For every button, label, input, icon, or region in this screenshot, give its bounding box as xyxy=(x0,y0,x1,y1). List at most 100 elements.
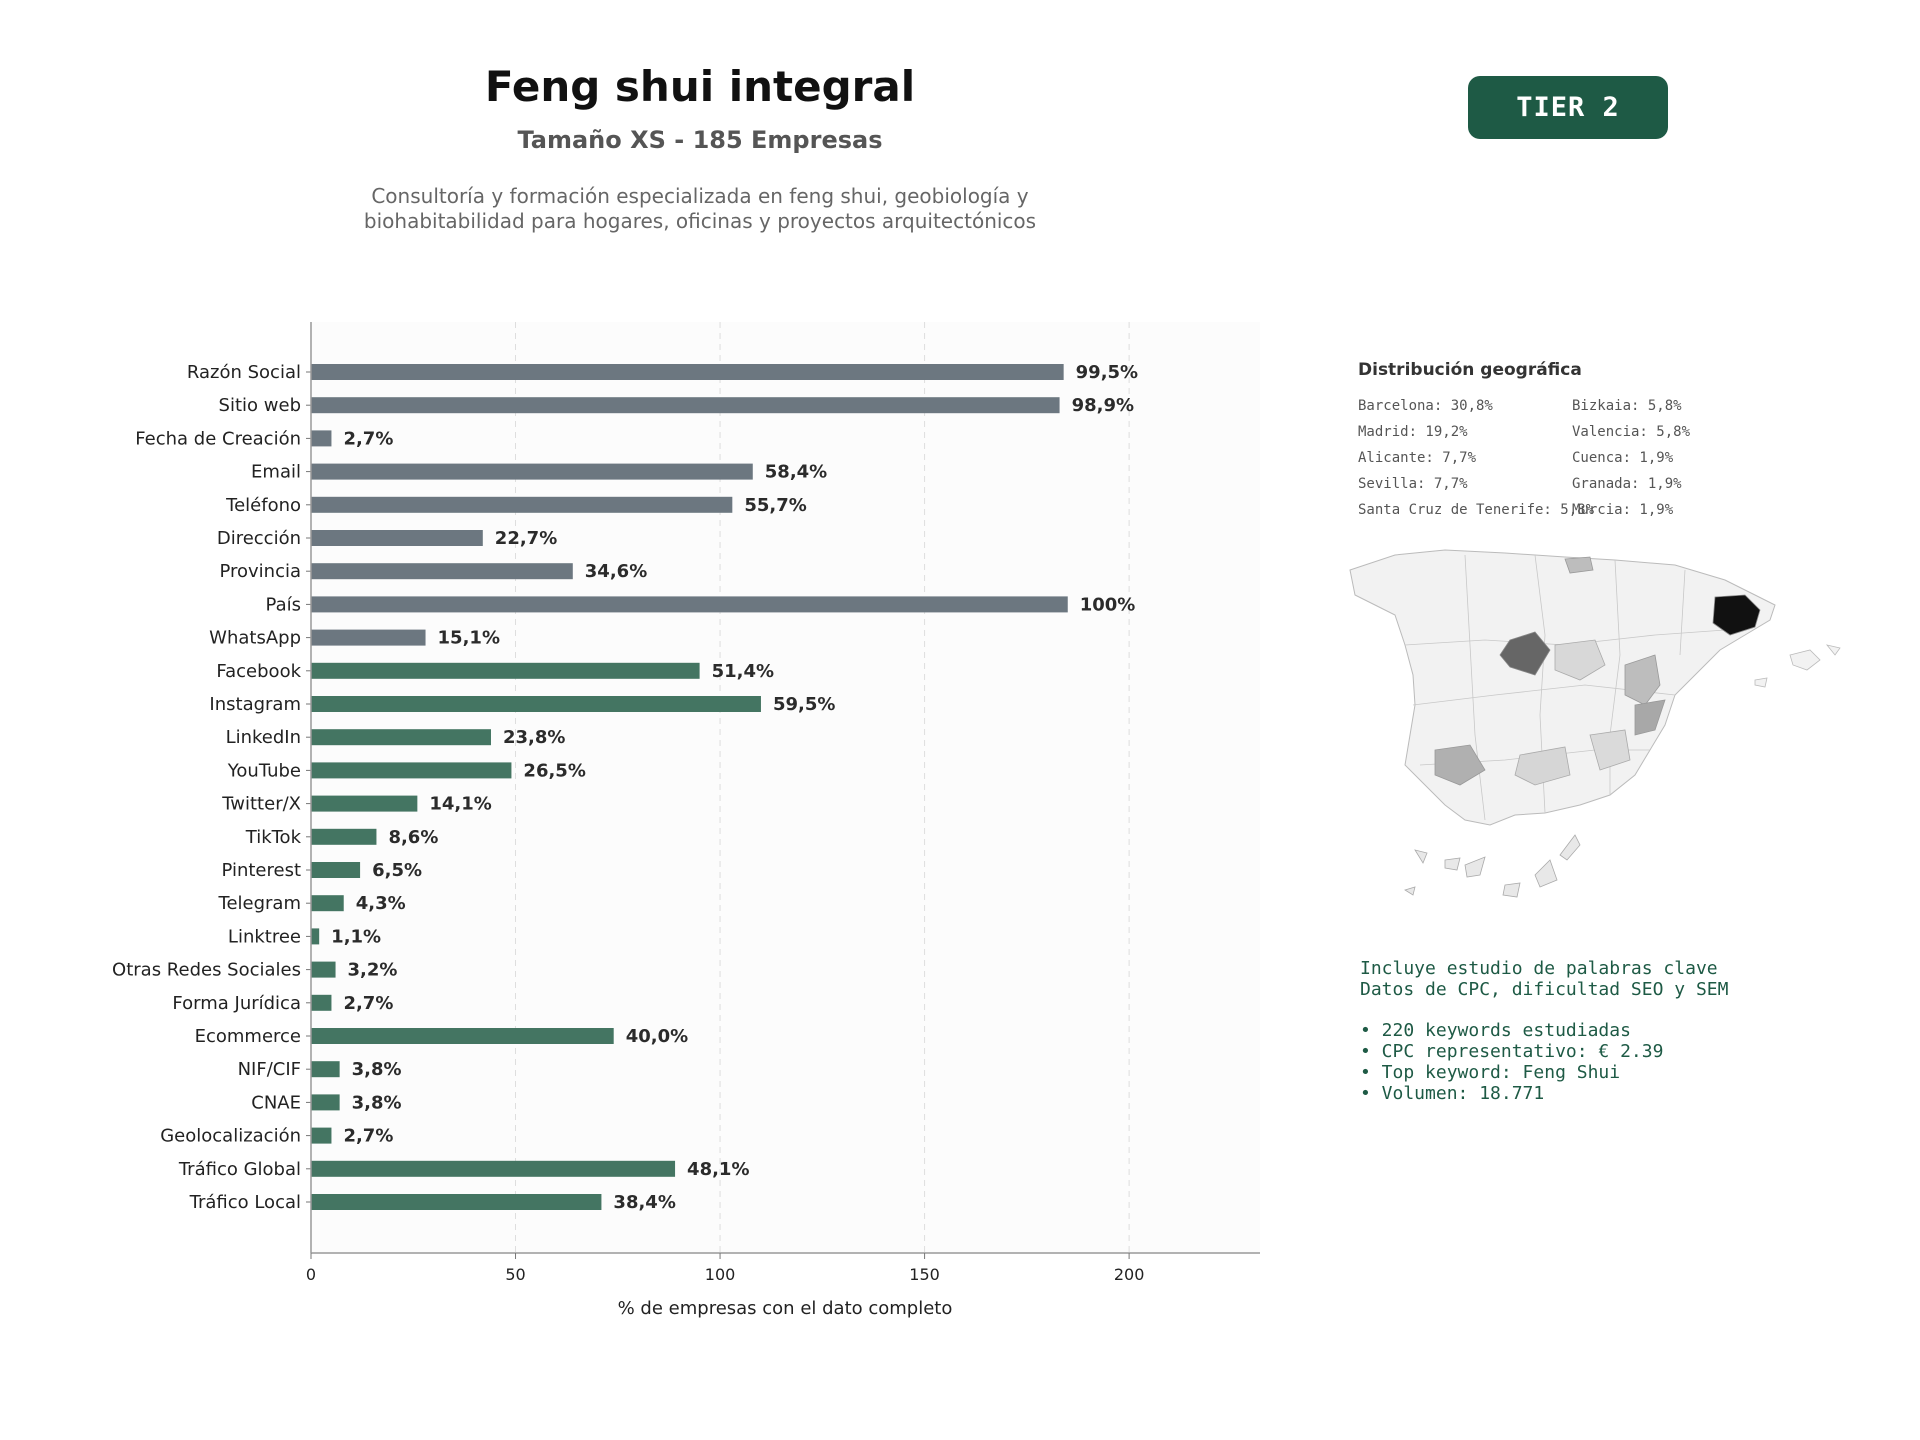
bar xyxy=(311,1127,332,1144)
geo-item: Santa Cruz de Tenerife: 5,8% xyxy=(1358,502,1595,518)
bar xyxy=(311,895,344,912)
value-labels: 99,5% 98,9% 2,7% 58,4% 55,7% 22,7% 34,6% 100% 15… xyxy=(331,362,1138,1213)
category-label: Otras Redes Sociales xyxy=(112,960,301,981)
x-tick-label: 0 xyxy=(306,1265,316,1284)
bar xyxy=(311,1160,676,1177)
bar xyxy=(311,729,491,746)
map-canary-islands xyxy=(1404,834,1581,898)
bar xyxy=(311,430,332,447)
value-label: 38,4% xyxy=(613,1192,675,1213)
spain-map xyxy=(1349,549,1841,898)
value-label: 26,5% xyxy=(523,760,585,781)
value-label: 3,8% xyxy=(352,1059,402,1080)
x-ticks: 0 50 100 150 200 xyxy=(306,1253,1144,1284)
category-label: Linktree xyxy=(228,926,301,947)
category-label: Facebook xyxy=(216,661,301,682)
value-label: 3,2% xyxy=(348,960,398,981)
bar xyxy=(311,928,320,945)
bar xyxy=(311,762,512,779)
value-label: 15,1% xyxy=(438,628,500,649)
keywords-line-1: Incluye estudio de palabras clave xyxy=(1360,958,1718,979)
page-title: Feng shui integral xyxy=(484,62,916,111)
value-label: 2,7% xyxy=(343,1126,393,1147)
value-label: 6,5% xyxy=(372,860,422,881)
value-label: 1,1% xyxy=(331,926,381,947)
bars xyxy=(311,364,1068,1210)
geo-item: Murcia: 1,9% xyxy=(1572,502,1674,518)
bar xyxy=(311,463,753,480)
map-region-barcelona xyxy=(1712,594,1761,636)
bar xyxy=(311,696,761,712)
value-label: 22,7% xyxy=(495,528,557,549)
category-label: País xyxy=(266,594,301,615)
x-tick-label: 100 xyxy=(705,1265,736,1284)
category-label: NIF/CIF xyxy=(238,1059,301,1080)
value-label: 51,4% xyxy=(712,661,774,682)
category-label: Forma Jurídica xyxy=(172,993,301,1014)
value-label: 2,7% xyxy=(343,428,393,449)
x-tick-label: 150 xyxy=(909,1265,940,1284)
map-region-granada xyxy=(1514,746,1571,786)
geo-item: Valencia: 5,8% xyxy=(1572,424,1691,440)
page-subtitle: Tamaño XS - 185 Empresas xyxy=(517,126,883,154)
map-balearic-islands xyxy=(1789,649,1821,671)
map-region-alicante xyxy=(1634,699,1666,736)
keyword-bullet: • Volumen: 18.771 xyxy=(1360,1083,1545,1104)
category-label: Instagram xyxy=(209,694,301,715)
bar xyxy=(311,364,1064,380)
category-label: Geolocalización xyxy=(160,1126,301,1147)
value-label: 99,5% xyxy=(1076,362,1138,383)
tier-badge: TIER 2 xyxy=(1468,76,1668,139)
category-label: Tráfico Local xyxy=(189,1192,301,1213)
map-region-bizkaia xyxy=(1564,556,1594,574)
page-description: Consultoría y formación especializada en… xyxy=(300,184,1100,234)
map-region-sevilla xyxy=(1434,744,1486,786)
geo-item: Sevilla: 7,7% xyxy=(1358,476,1468,492)
value-label: 34,6% xyxy=(585,561,647,582)
value-label: 55,7% xyxy=(744,495,806,516)
category-label: WhatsApp xyxy=(209,628,301,649)
value-label: 8,6% xyxy=(388,827,438,848)
category-label: Tráfico Global xyxy=(178,1159,301,1180)
bar xyxy=(311,563,573,580)
category-label: Sitio web xyxy=(219,395,301,416)
bar xyxy=(311,629,426,646)
bar xyxy=(311,596,1068,613)
category-labels: Razón Social Sitio web Fecha de Creación Em… xyxy=(112,362,311,1213)
keyword-bullet: • 220 keywords estudiadas xyxy=(1360,1020,1631,1041)
category-label: Email xyxy=(251,462,301,483)
geo-item: Cuenca: 1,9% xyxy=(1572,450,1674,466)
value-label: 48,1% xyxy=(687,1159,749,1180)
x-axis-label: % de empresas con el dato completo xyxy=(618,1298,953,1319)
value-label: 58,4% xyxy=(765,462,827,483)
map-region-murcia xyxy=(1589,729,1631,771)
category-label: LinkedIn xyxy=(226,727,301,748)
geo-item: Barcelona: 30,8% xyxy=(1358,398,1493,414)
category-label: Twitter/X xyxy=(221,794,301,815)
bar xyxy=(311,1194,602,1210)
value-label: 40,0% xyxy=(626,1026,688,1047)
description-line-1: Consultoría y formación especializada en… xyxy=(371,184,1029,208)
category-label: Telegram xyxy=(218,893,301,914)
geo-item: Bizkaia: 5,8% xyxy=(1572,398,1682,414)
geo-item: Madrid: 19,2% xyxy=(1358,424,1468,440)
category-label: Ecommerce xyxy=(195,1026,301,1047)
category-label: Teléfono xyxy=(225,495,301,516)
bar xyxy=(311,795,418,812)
bar-chart: Razón Social Sitio web Fecha de Creación Em… xyxy=(112,322,1260,1319)
value-label: 14,1% xyxy=(429,794,491,815)
keyword-bullet: • Top keyword: Feng Shui xyxy=(1360,1062,1621,1083)
bar xyxy=(311,862,361,878)
geo-item: Granada: 1,9% xyxy=(1572,476,1682,492)
keywords-line-2: Datos de CPC, dificultad SEO y SEM xyxy=(1360,979,1729,1000)
bar xyxy=(311,1061,340,1078)
category-label: Fecha de Creación xyxy=(135,428,301,449)
bar xyxy=(311,828,377,845)
category-label: YouTube xyxy=(227,760,301,781)
value-label: 4,3% xyxy=(356,893,406,914)
value-label: 2,7% xyxy=(343,993,393,1014)
value-label: 23,8% xyxy=(503,727,565,748)
value-label: 98,9% xyxy=(1072,395,1134,416)
value-label: 59,5% xyxy=(773,694,835,715)
category-label: Razón Social xyxy=(187,362,301,383)
